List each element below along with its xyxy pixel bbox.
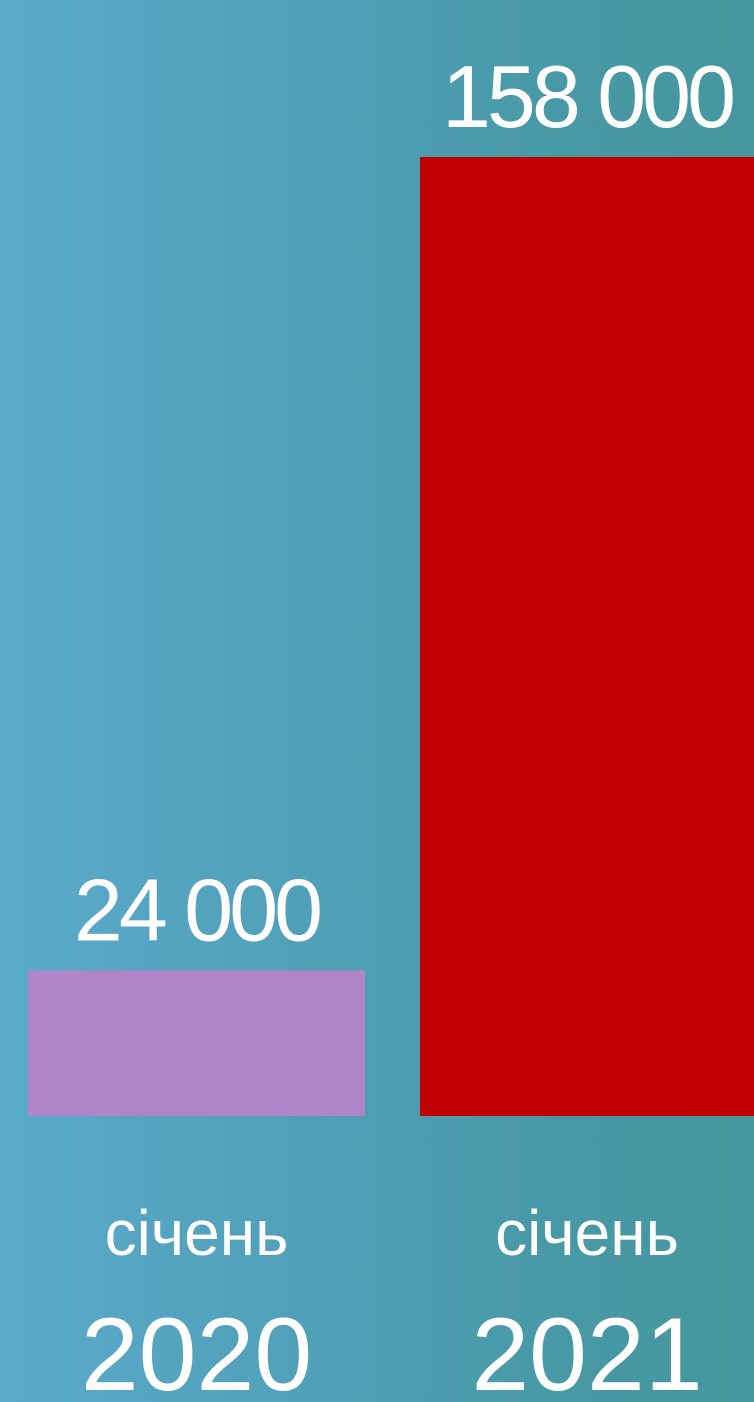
month-label-2021: січень [495,1197,679,1269]
category-label-2020: 2020 [81,1297,312,1402]
month-label-2020: січень [105,1197,289,1269]
bars-group [28,157,754,1116]
bar-2021 [420,157,754,1116]
labels-group: 24 000 січень 2020 158 000 січень 2021 [74,47,737,1402]
category-label-2021: 2021 [471,1297,702,1402]
bar-2020 [28,970,365,1116]
value-label-2021: 158 000 [442,47,733,146]
value-label-2020: 24 000 [74,860,320,959]
